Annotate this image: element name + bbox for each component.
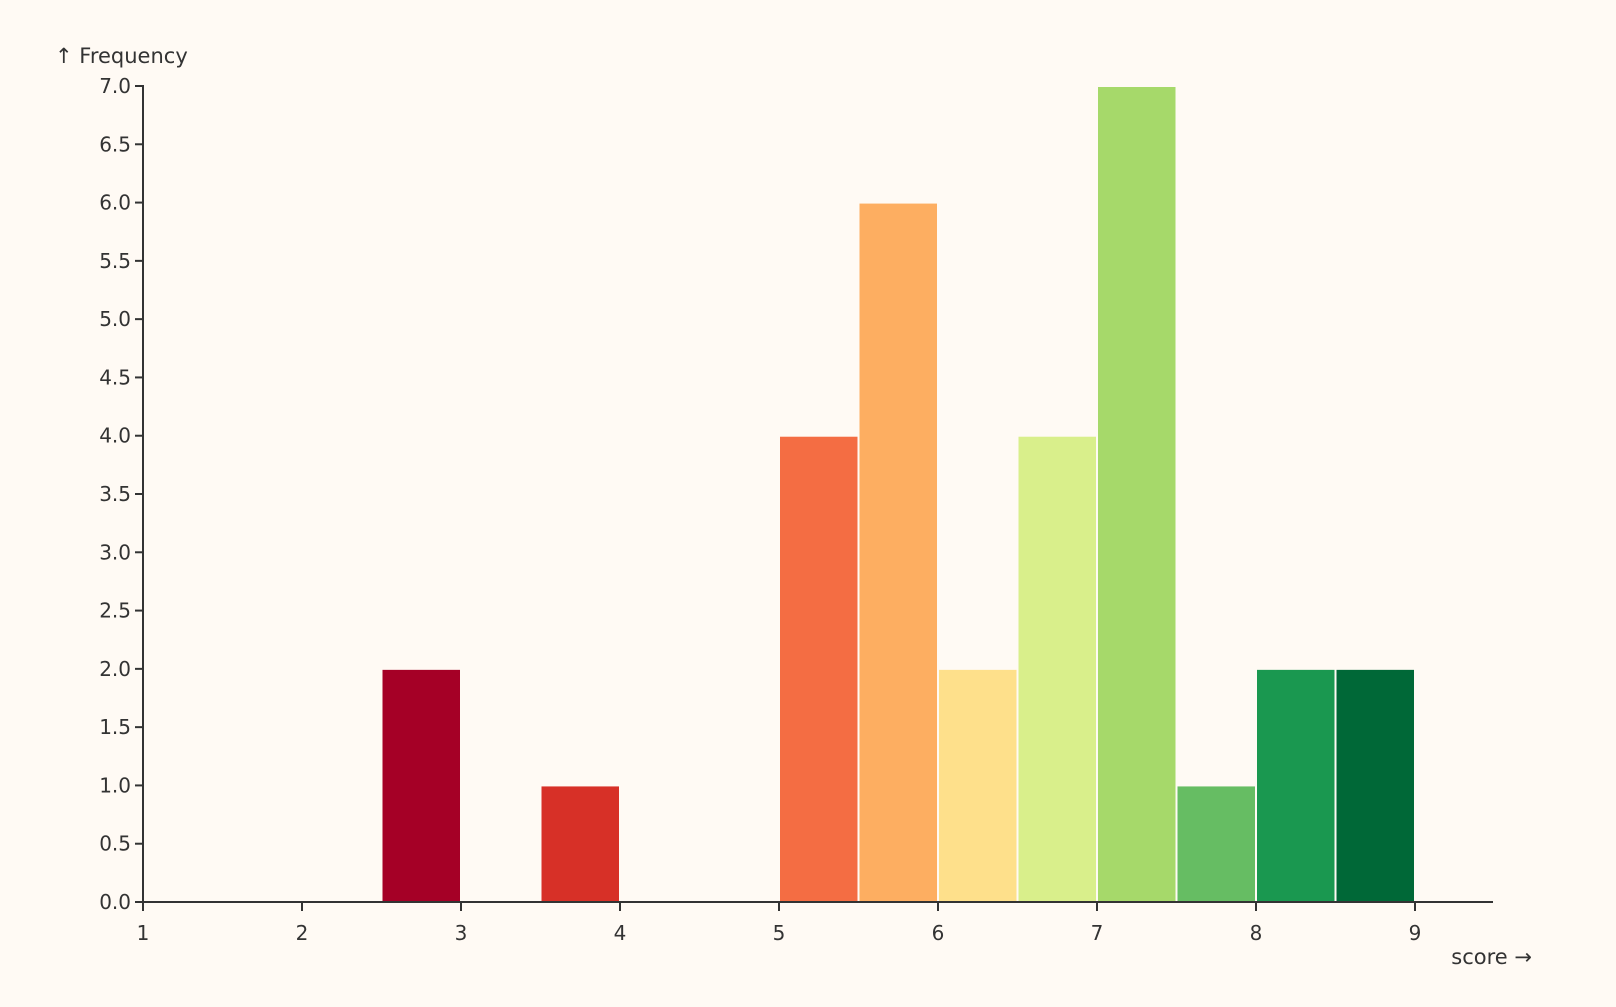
histogram-bar-4	[857, 201, 939, 904]
x-axis: 1 2 3 4 5 6 7 8 9	[137, 901, 1493, 945]
histogram-bar-7	[1096, 85, 1178, 903]
x-tick-label: 4	[614, 921, 627, 945]
x-tick-label: 6	[932, 921, 945, 945]
y-tick-label: 3.5	[99, 482, 131, 506]
y-axis: 0.0 0.5 1.0 1.5 2.0 2.5 3.0 3.5 4.0 4.5 5.0 5.5 6.0 6…	[99, 74, 144, 914]
histogram-bar-9	[1255, 667, 1337, 903]
y-tick-label: 6.5	[99, 132, 131, 156]
x-tick-label: 5	[773, 921, 786, 945]
y-tick-label: 5.0	[99, 307, 131, 331]
x-tick-label: 9	[1409, 921, 1422, 945]
y-tick-label: 0.0	[99, 890, 131, 914]
y-tick-label: 2.0	[99, 657, 131, 681]
histogram-bar-5	[937, 667, 1019, 903]
x-tick-label: 8	[1250, 921, 1263, 945]
y-tick-label: 1.5	[99, 715, 131, 739]
histogram-bar-1	[380, 667, 462, 903]
histogram-bar-10	[1334, 667, 1416, 903]
y-tick-label: 4.0	[99, 424, 131, 448]
y-tick-label: 5.5	[99, 249, 131, 273]
bars-group	[380, 85, 1416, 904]
x-tick-label: 3	[455, 921, 468, 945]
x-tick-label: 2	[296, 921, 309, 945]
x-axis-label: score →	[1451, 945, 1532, 969]
histogram-bar-2	[539, 784, 621, 904]
x-tick-label: 7	[1091, 921, 1104, 945]
y-axis-label: ↑ Frequency	[55, 44, 188, 68]
x-tick-label: 1	[137, 921, 150, 945]
y-tick-label: 7.0	[99, 74, 131, 98]
histogram-bar-3	[778, 434, 860, 903]
histogram-bar-6	[1016, 434, 1098, 903]
y-tick-label: 0.5	[99, 832, 131, 856]
y-tick-label: 4.5	[99, 365, 131, 389]
y-tick-label: 3.0	[99, 540, 131, 564]
histogram-bar-8	[1175, 784, 1257, 904]
y-tick-label: 6.0	[99, 191, 131, 215]
y-tick-label: 1.0	[99, 773, 131, 797]
y-tick-label: 2.5	[99, 599, 131, 623]
